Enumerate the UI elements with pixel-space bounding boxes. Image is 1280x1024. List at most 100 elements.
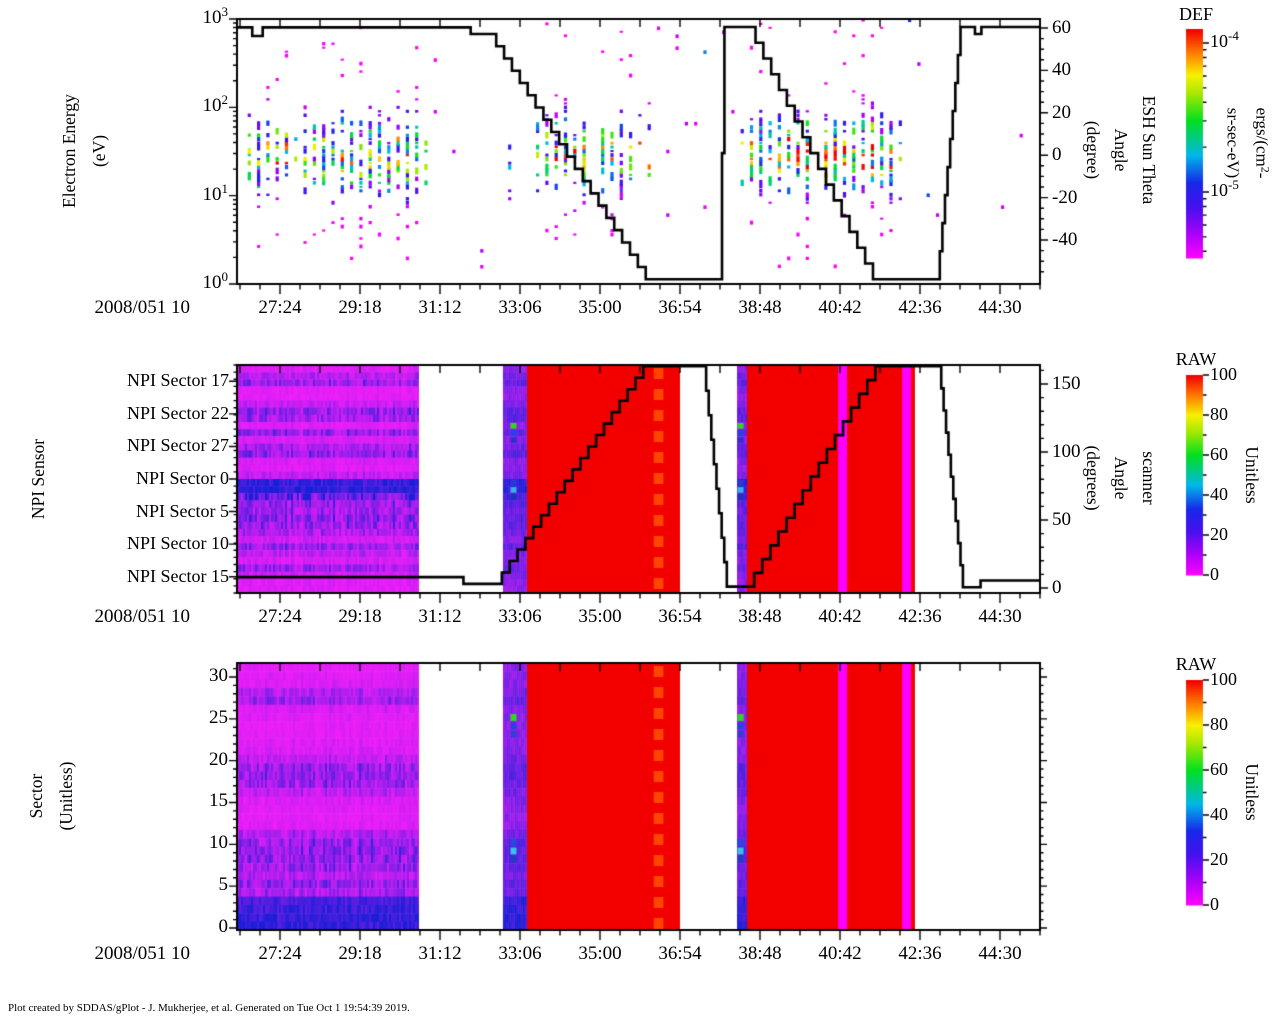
x-tick-label: 44:30 — [978, 606, 1022, 627]
x-tick-label: 35:00 — [578, 943, 622, 964]
panel1-y-tick-label-base: 10 — [202, 95, 222, 117]
colorbar-def-units-text: ergs/(cm2-sr-sec-eV) — [1223, 107, 1273, 179]
colorbar-raw-sector-title: RAW — [1175, 654, 1217, 674]
colorbar-raw-npi-title: RAW — [1175, 349, 1217, 369]
x-tick-label: 38:48 — [738, 297, 782, 318]
colorbar-def-title: DEF — [1178, 4, 1213, 24]
plot-credit: Plot created by SDDAS/gPlot - J. Mukherj… — [8, 1002, 410, 1014]
x-axis-date-label: 2008/051 10 — [94, 943, 190, 964]
colorbar-def-canvas — [1184, 23, 1215, 264]
x-axis-date-label: 2008/051 10 — [94, 297, 190, 318]
panel1-right-tick-label: 0 — [1052, 144, 1062, 166]
colorbar-def-tick-label-base: 10 — [1210, 31, 1228, 51]
colorbar-def-tick-label-base: 10 — [1210, 180, 1228, 200]
panel1-y-axis-title: Electron Energy (eV) — [54, 94, 114, 208]
colorbar-raw-tick-label: 20 — [1210, 524, 1228, 544]
colorbar-def-tick-label: 10-4 — [1210, 28, 1280, 52]
colorbar-raw-sector-canvas — [1184, 674, 1215, 911]
x-tick-label: 42:36 — [898, 606, 942, 627]
colorbar-def-tick-label-exp: -5 — [1228, 177, 1239, 192]
panel1-y-tick-label-base: 10 — [202, 7, 222, 28]
colorbar-def-tick-label: 10-5 — [1210, 177, 1280, 201]
panel1-right-tick-label: -20 — [1052, 186, 1078, 208]
x-tick-label: 36:54 — [658, 943, 702, 964]
panel1-y-tick-label-exp: 3 — [221, 4, 229, 19]
x-tick-label: 44:30 — [978, 943, 1022, 964]
panel3-y-tick-label: 20 — [209, 748, 228, 770]
panel2-y-axis-title: NPI Sensor — [23, 439, 53, 519]
colorbar-raw-tick-label: 0 — [1210, 564, 1219, 584]
panel2-right-tick-label: 150 — [1052, 373, 1081, 394]
x-tick-label: 40:42 — [818, 943, 862, 964]
panel3-y-tick-label: 30 — [209, 664, 228, 686]
npi-sector-tick-label: NPI Sector 0 — [136, 468, 229, 488]
colorbar-raw-npi-canvas — [1184, 369, 1215, 581]
npi-sector-tick-label: NPI Sector 17 — [127, 370, 229, 391]
panel1-y-axis-title-line2: (eV) — [89, 134, 109, 168]
panel1-right-tick-label: -40 — [1052, 229, 1078, 250]
panel1-y-tick-label: 101 — [148, 180, 229, 206]
panel3-y-tick-label: 25 — [209, 706, 228, 728]
x-tick-label: 27:24 — [258, 606, 302, 627]
x-tick-label: 35:00 — [578, 606, 622, 627]
panel3-y-tick-label: 15 — [209, 790, 228, 812]
x-tick-label: 38:48 — [738, 943, 782, 964]
npi-sector-tick-label: NPI Sector 22 — [127, 402, 229, 423]
npi-sector-tick-label: NPI Sector 5 — [136, 500, 229, 521]
x-tick-label: 33:06 — [498, 606, 542, 627]
x-tick-label: 36:54 — [658, 606, 702, 627]
colorbar-raw-tick-label: 20 — [1210, 849, 1228, 869]
x-tick-label: 33:06 — [498, 297, 542, 318]
x-tick-label: 27:24 — [258, 943, 302, 964]
npi-sensor-panel-canvas — [221, 349, 1056, 609]
panel1-y-axis-title-line1: Electron Energy — [59, 94, 79, 208]
panel2-y-axis-title-line1: NPI Sensor — [28, 438, 48, 520]
x-tick-label: 27:24 — [258, 297, 302, 318]
colorbar-raw-tick-label: 60 — [1210, 444, 1228, 464]
x-axis-date-label: 2008/051 10 — [94, 606, 190, 627]
panel1-y-tick-label: 102 — [148, 92, 229, 117]
x-tick-label: 31:12 — [418, 606, 462, 627]
electron-energy-panel-canvas — [221, 3, 1056, 300]
colorbar-raw-tick-label: 40 — [1210, 484, 1228, 504]
panel3-y-axis-title-line1: Sector — [26, 773, 46, 819]
sector-panel-canvas — [221, 647, 1056, 946]
panel3-y-tick-label: 0 — [218, 916, 229, 937]
x-tick-label: 33:06 — [498, 943, 542, 964]
panel2-right-tick-label: 100 — [1052, 441, 1081, 462]
panel1-y-tick-label: 100 — [148, 269, 229, 294]
panel1-right-tick-label: 40 — [1052, 59, 1071, 81]
panel1-right-tick-label: 60 — [1052, 17, 1071, 38]
panel2-right-tick-label: 50 — [1052, 509, 1071, 530]
panel1-y-tick-label-exp: 0 — [221, 269, 229, 284]
panel2-right-tick-label: 0 — [1052, 577, 1062, 598]
panel1-y-tick-label: 103 — [148, 4, 229, 29]
npi-sector-tick-label: NPI Sector 15 — [127, 565, 229, 586]
x-tick-label: 40:42 — [818, 606, 862, 627]
panel2-right-axis-title-line1: scanner — [1139, 451, 1159, 505]
x-tick-label: 42:36 — [898, 297, 942, 318]
x-tick-label: 29:18 — [338, 943, 382, 964]
x-tick-label: 36:54 — [658, 297, 702, 318]
x-tick-label: 44:30 — [978, 297, 1022, 318]
x-tick-label: 31:12 — [418, 943, 462, 964]
panel1-y-tick-label-exp: 1 — [221, 180, 229, 196]
panel1-right-tick-label: 20 — [1052, 101, 1071, 123]
npi-sector-tick-label: NPI Sector 27 — [127, 435, 229, 456]
colorbar-raw-tick-label: 100 — [1210, 669, 1237, 689]
colorbar-raw-tick-label: 100 — [1210, 364, 1237, 384]
panel3-y-tick-label: 10 — [209, 832, 228, 854]
panel1-y-tick-label-base: 10 — [202, 183, 222, 205]
colorbar-raw-tick-label: 0 — [1210, 894, 1219, 914]
npi-sector-tick-label: NPI Sector 10 — [127, 533, 229, 554]
x-tick-label: 29:18 — [338, 297, 382, 318]
colorbar-def-tick-label-exp: -4 — [1228, 28, 1239, 43]
x-tick-label: 35:00 — [578, 297, 622, 318]
panel3-y-axis-title-line2: (Unitless) — [56, 761, 76, 831]
x-tick-label: 31:12 — [418, 297, 462, 318]
panel3-y-axis-title: Sector (Unitless) — [21, 761, 81, 830]
colorbar-raw-tick-label: 80 — [1210, 404, 1228, 424]
x-tick-label: 38:48 — [738, 606, 782, 627]
colorbar-raw-tick-label: 40 — [1210, 804, 1228, 824]
